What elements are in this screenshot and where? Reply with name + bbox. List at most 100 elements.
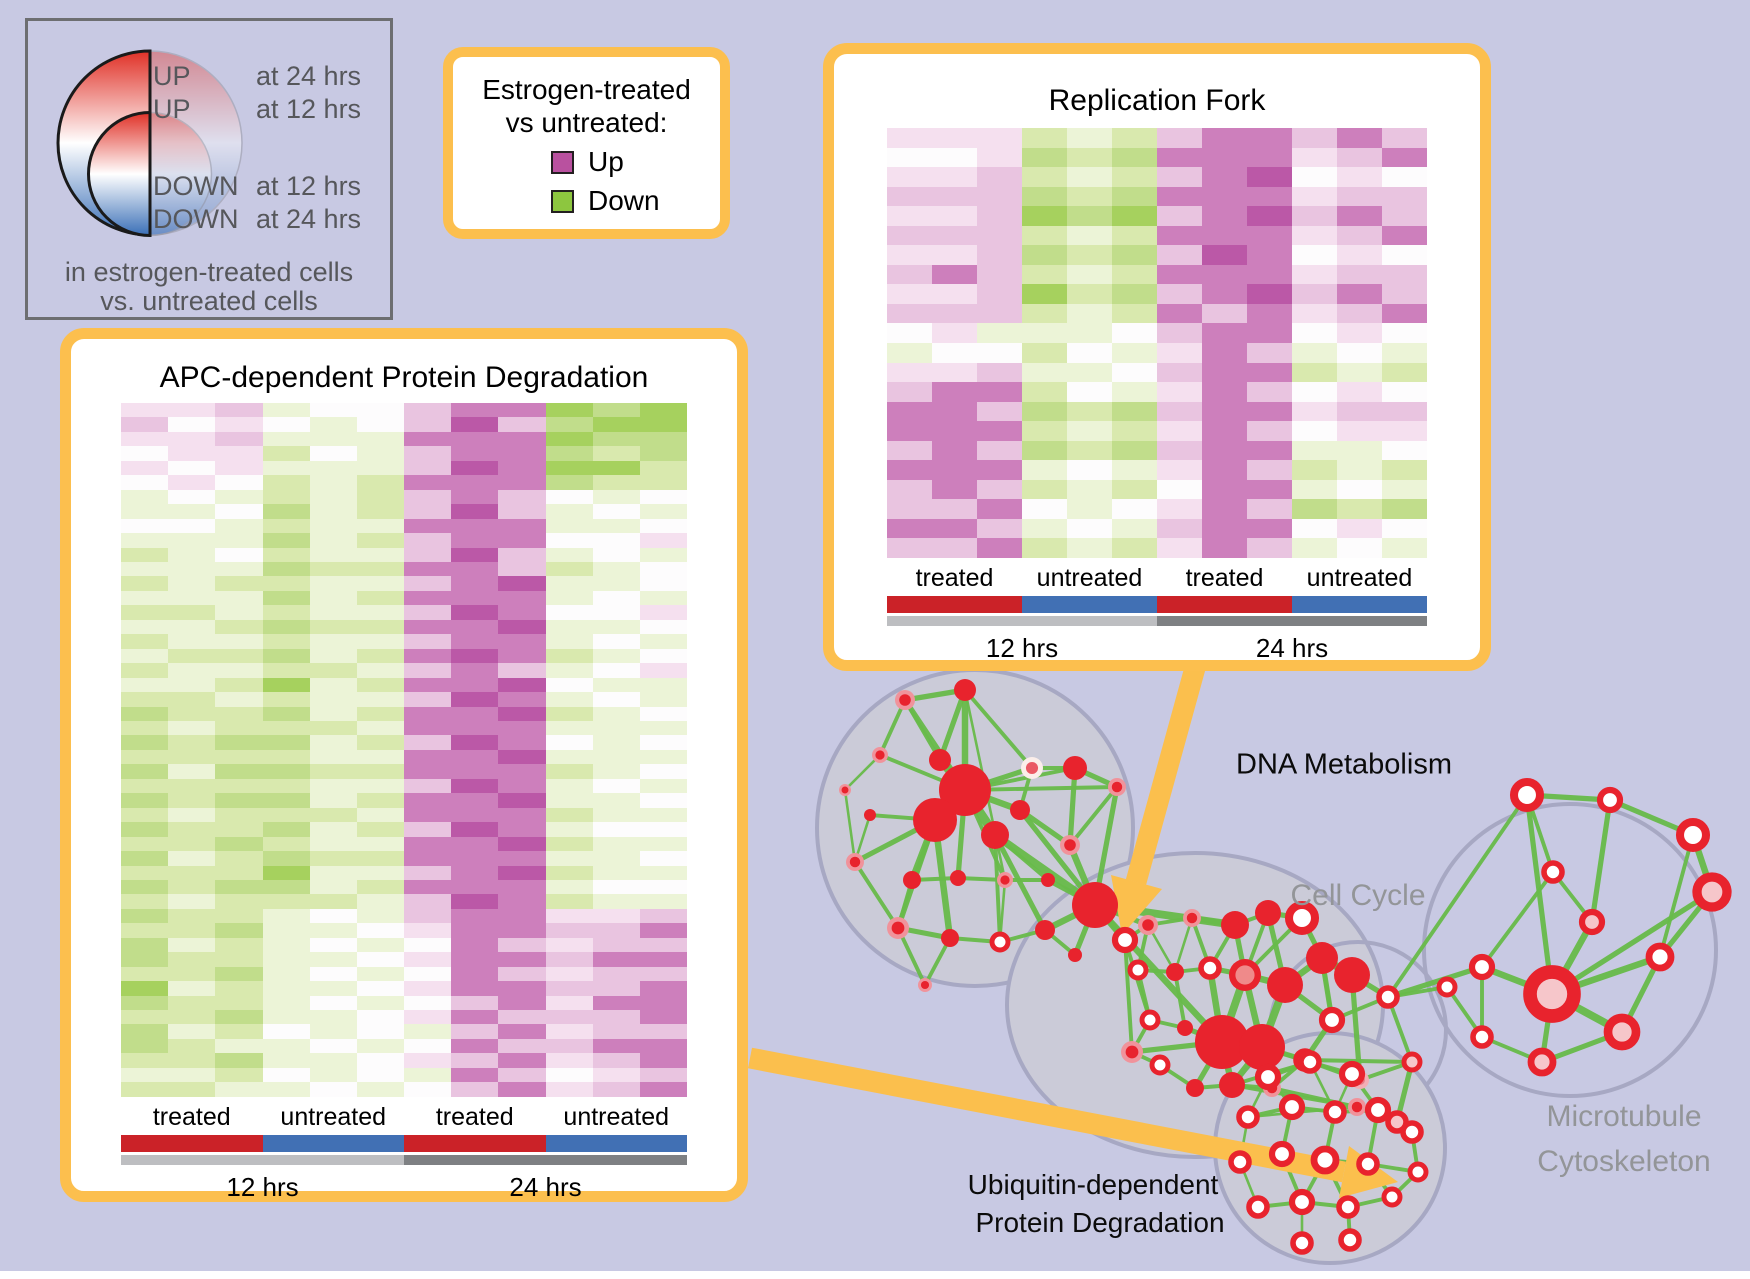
heatmap-cell (592, 1053, 640, 1068)
heatmap-cell (121, 923, 169, 938)
heatmap-cell (1292, 225, 1337, 246)
heatmap-row (121, 1082, 688, 1097)
apc-group-treated-12: treated (152, 1103, 231, 1131)
heatmap-cell (1157, 440, 1202, 461)
heatmap-cell (1112, 206, 1157, 226)
heatmap-row (887, 128, 1427, 148)
heatmap-cell (121, 981, 169, 996)
heatmap-cell (932, 518, 977, 539)
heatmap-cell (262, 561, 310, 577)
heatmap-cell (1112, 167, 1157, 187)
heatmap-row (121, 952, 688, 967)
heatmap-cell (545, 735, 593, 750)
heatmap-row (887, 303, 1427, 324)
heatmap-cell (1112, 518, 1157, 539)
heatmap-cell (592, 1082, 640, 1097)
heatmap-cell (592, 879, 640, 895)
heatmap-cell (168, 518, 216, 534)
heatmap-cell (309, 677, 357, 693)
heatmap-cell (404, 966, 452, 982)
network-node-rp (1523, 965, 1581, 1023)
heatmap-cell (168, 547, 216, 562)
heatmap-cell (121, 648, 169, 664)
heatmap-cell (1292, 382, 1337, 402)
heatmap-cell (932, 206, 977, 226)
heatmap-cell (215, 518, 263, 534)
apc-time-labels: 12 hrs 24 hrs (121, 1172, 687, 1203)
heatmap-cell (1067, 538, 1112, 559)
heatmap-cell (887, 206, 932, 226)
heatmap-row (887, 518, 1427, 539)
heatmap-cell (1202, 284, 1247, 304)
heatmap-cell (1382, 538, 1427, 559)
heatmap-cell (545, 879, 593, 895)
heatmap-row (121, 403, 688, 418)
heatmap-cell (309, 720, 357, 736)
heatmap-cell (592, 489, 640, 505)
heatmap-cell (168, 793, 216, 808)
heatmap-cell (215, 431, 263, 447)
heatmap-row (887, 479, 1427, 500)
network-edge (1173, 970, 1187, 1030)
heatmap-cell (1382, 225, 1427, 246)
heatmap-cell (592, 533, 640, 548)
scale-dir-down-24: DOWN (153, 204, 239, 234)
heatmap-cell (121, 865, 169, 880)
network-node-core (841, 786, 849, 794)
heatmap-cell (215, 475, 263, 490)
heatmap-cell (592, 634, 640, 649)
heatmap-cell (1112, 284, 1157, 304)
heatmap-cell (1067, 479, 1112, 500)
scale-dir-down-12: DOWN (153, 171, 239, 201)
heatmap-cell (168, 475, 216, 490)
heatmap-cell (639, 865, 688, 880)
heatmap-cell (356, 807, 405, 823)
heatmap-cell (887, 518, 932, 539)
network-node-core (1351, 1101, 1363, 1113)
heatmap-cell (1022, 128, 1067, 148)
network-edge (1067, 765, 1078, 848)
heatmap-cell (168, 1067, 216, 1083)
heatmap-cell (356, 663, 405, 678)
apc-degradation-panel: APC-dependent Protein Degradation treate… (60, 328, 748, 1202)
heatmap-cell (1157, 206, 1202, 226)
heatmap-cell (168, 1038, 216, 1054)
network-edge (843, 753, 882, 792)
heatmap-cell (1247, 225, 1292, 246)
network-node-rw (1400, 1120, 1424, 1144)
heatmap-cell (639, 981, 688, 996)
heatmap-cell (639, 460, 688, 476)
heatmap-cell (215, 879, 263, 895)
heatmap-cell (498, 966, 546, 982)
network-edge (1658, 833, 1695, 959)
heatmap-cell (168, 908, 216, 924)
heatmap-cell (451, 663, 499, 678)
heatmap-cell (168, 706, 216, 721)
heatmap-cell (545, 822, 593, 837)
heatmap-cell (215, 561, 263, 577)
heatmap-cell (168, 995, 216, 1011)
heatmap-row (887, 440, 1427, 461)
heatmap-cell (498, 865, 546, 880)
heatmap-cell (262, 879, 310, 895)
apc-12hrs-label: 12 hrs (226, 1172, 299, 1202)
network-node-s (1267, 967, 1303, 1003)
heatmap-cell (887, 538, 932, 559)
heatmap-cell (309, 504, 357, 519)
heatmap-cell (451, 692, 499, 707)
heatmap-cell (1112, 421, 1157, 441)
heatmap-cell (498, 923, 546, 938)
heatmap-cell (639, 403, 688, 418)
heatmap-row (887, 245, 1427, 265)
heatmap-cell (121, 403, 169, 418)
heatmap-cell (1247, 264, 1292, 285)
label-microtubule: Microtubule (1546, 1100, 1702, 1133)
network-node-rw (1675, 817, 1711, 853)
scale-dir-up-12: UP (153, 94, 191, 124)
heatmap-cell (498, 619, 546, 635)
network-node-rw (1284, 900, 1320, 936)
heatmap-cell (639, 475, 688, 490)
heatmap-cell (215, 692, 263, 707)
heatmap-cell (1382, 440, 1427, 461)
